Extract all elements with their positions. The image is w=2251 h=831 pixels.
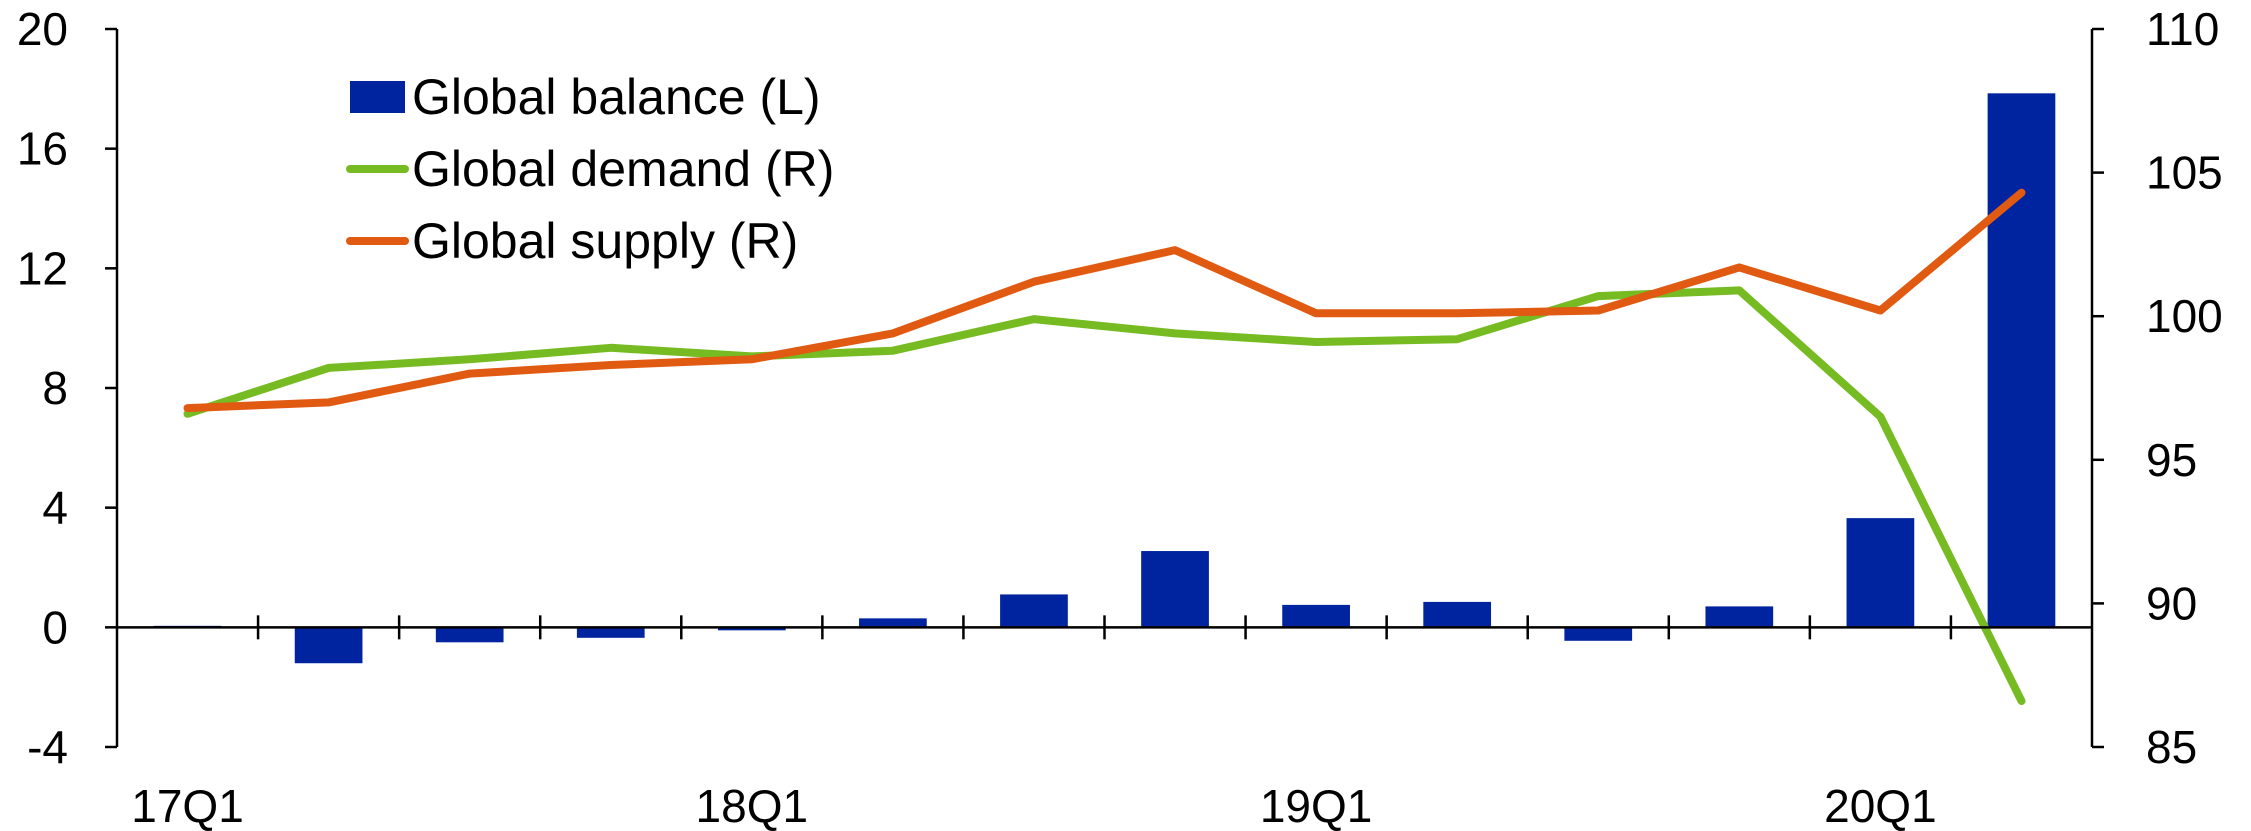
bar-19Q2 bbox=[1423, 601, 1492, 628]
bar-19Q1 bbox=[1282, 604, 1350, 628]
bars-layer bbox=[153, 93, 2056, 664]
right-tick-label: 110 bbox=[2146, 3, 2219, 55]
left-tick-label: 4 bbox=[42, 482, 68, 534]
bar-18Q3 bbox=[1000, 594, 1068, 628]
left-tick-label: 12 bbox=[17, 242, 68, 294]
right-tick-label: 90 bbox=[2146, 577, 2197, 629]
legend-label-global-supply-r: Global supply (R) bbox=[412, 213, 798, 269]
line-global-demand-r bbox=[183, 286, 2026, 705]
legend-swatch-global-balance-l bbox=[350, 81, 405, 113]
bar-19Q4 bbox=[1705, 606, 1774, 628]
bar-20Q1 bbox=[1846, 518, 1915, 628]
left-tick-label: 8 bbox=[42, 362, 68, 414]
x-tick-label: 20Q1 bbox=[1824, 780, 1937, 831]
bar-17Q2 bbox=[294, 627, 363, 664]
legend-label-global-demand-r: Global demand (R) bbox=[412, 141, 834, 197]
left-tick-label: 0 bbox=[42, 601, 68, 653]
line-global-supply-r bbox=[183, 188, 2026, 413]
bar-17Q3 bbox=[435, 627, 504, 643]
bar-18Q2 bbox=[859, 618, 927, 628]
x-tick-label: 18Q1 bbox=[696, 780, 809, 831]
legend: Global balance (L) Global demand (R) Globa… bbox=[346, 69, 834, 269]
x-tick-label: 17Q1 bbox=[131, 780, 244, 831]
left-tick-label: 20 bbox=[17, 3, 68, 55]
right-tick-label: 100 bbox=[2146, 290, 2223, 342]
right-tick-label: 95 bbox=[2146, 434, 2197, 486]
left-tick-label: -4 bbox=[27, 721, 68, 773]
lines-layer bbox=[183, 188, 2026, 705]
bar-19Q3 bbox=[1564, 627, 1633, 641]
right-tick-label: 105 bbox=[2146, 147, 2223, 199]
bar-18Q1 bbox=[717, 627, 786, 631]
x-tick-label: 19Q1 bbox=[1260, 780, 1373, 831]
bar-18Q4 bbox=[1141, 551, 1209, 628]
left-tick-label: 16 bbox=[17, 123, 68, 175]
bar-17Q4 bbox=[576, 627, 645, 638]
axes-layer: -4 0 4 8 12 16 20 85 90 95 100 105 110 17Q1 18Q1 19Q1 20… bbox=[17, 3, 2223, 831]
bar-20Q2 bbox=[1987, 93, 2056, 628]
legend-label-global-balance-l: Global balance (L) bbox=[412, 69, 821, 125]
right-tick-label: 85 bbox=[2146, 721, 2197, 773]
